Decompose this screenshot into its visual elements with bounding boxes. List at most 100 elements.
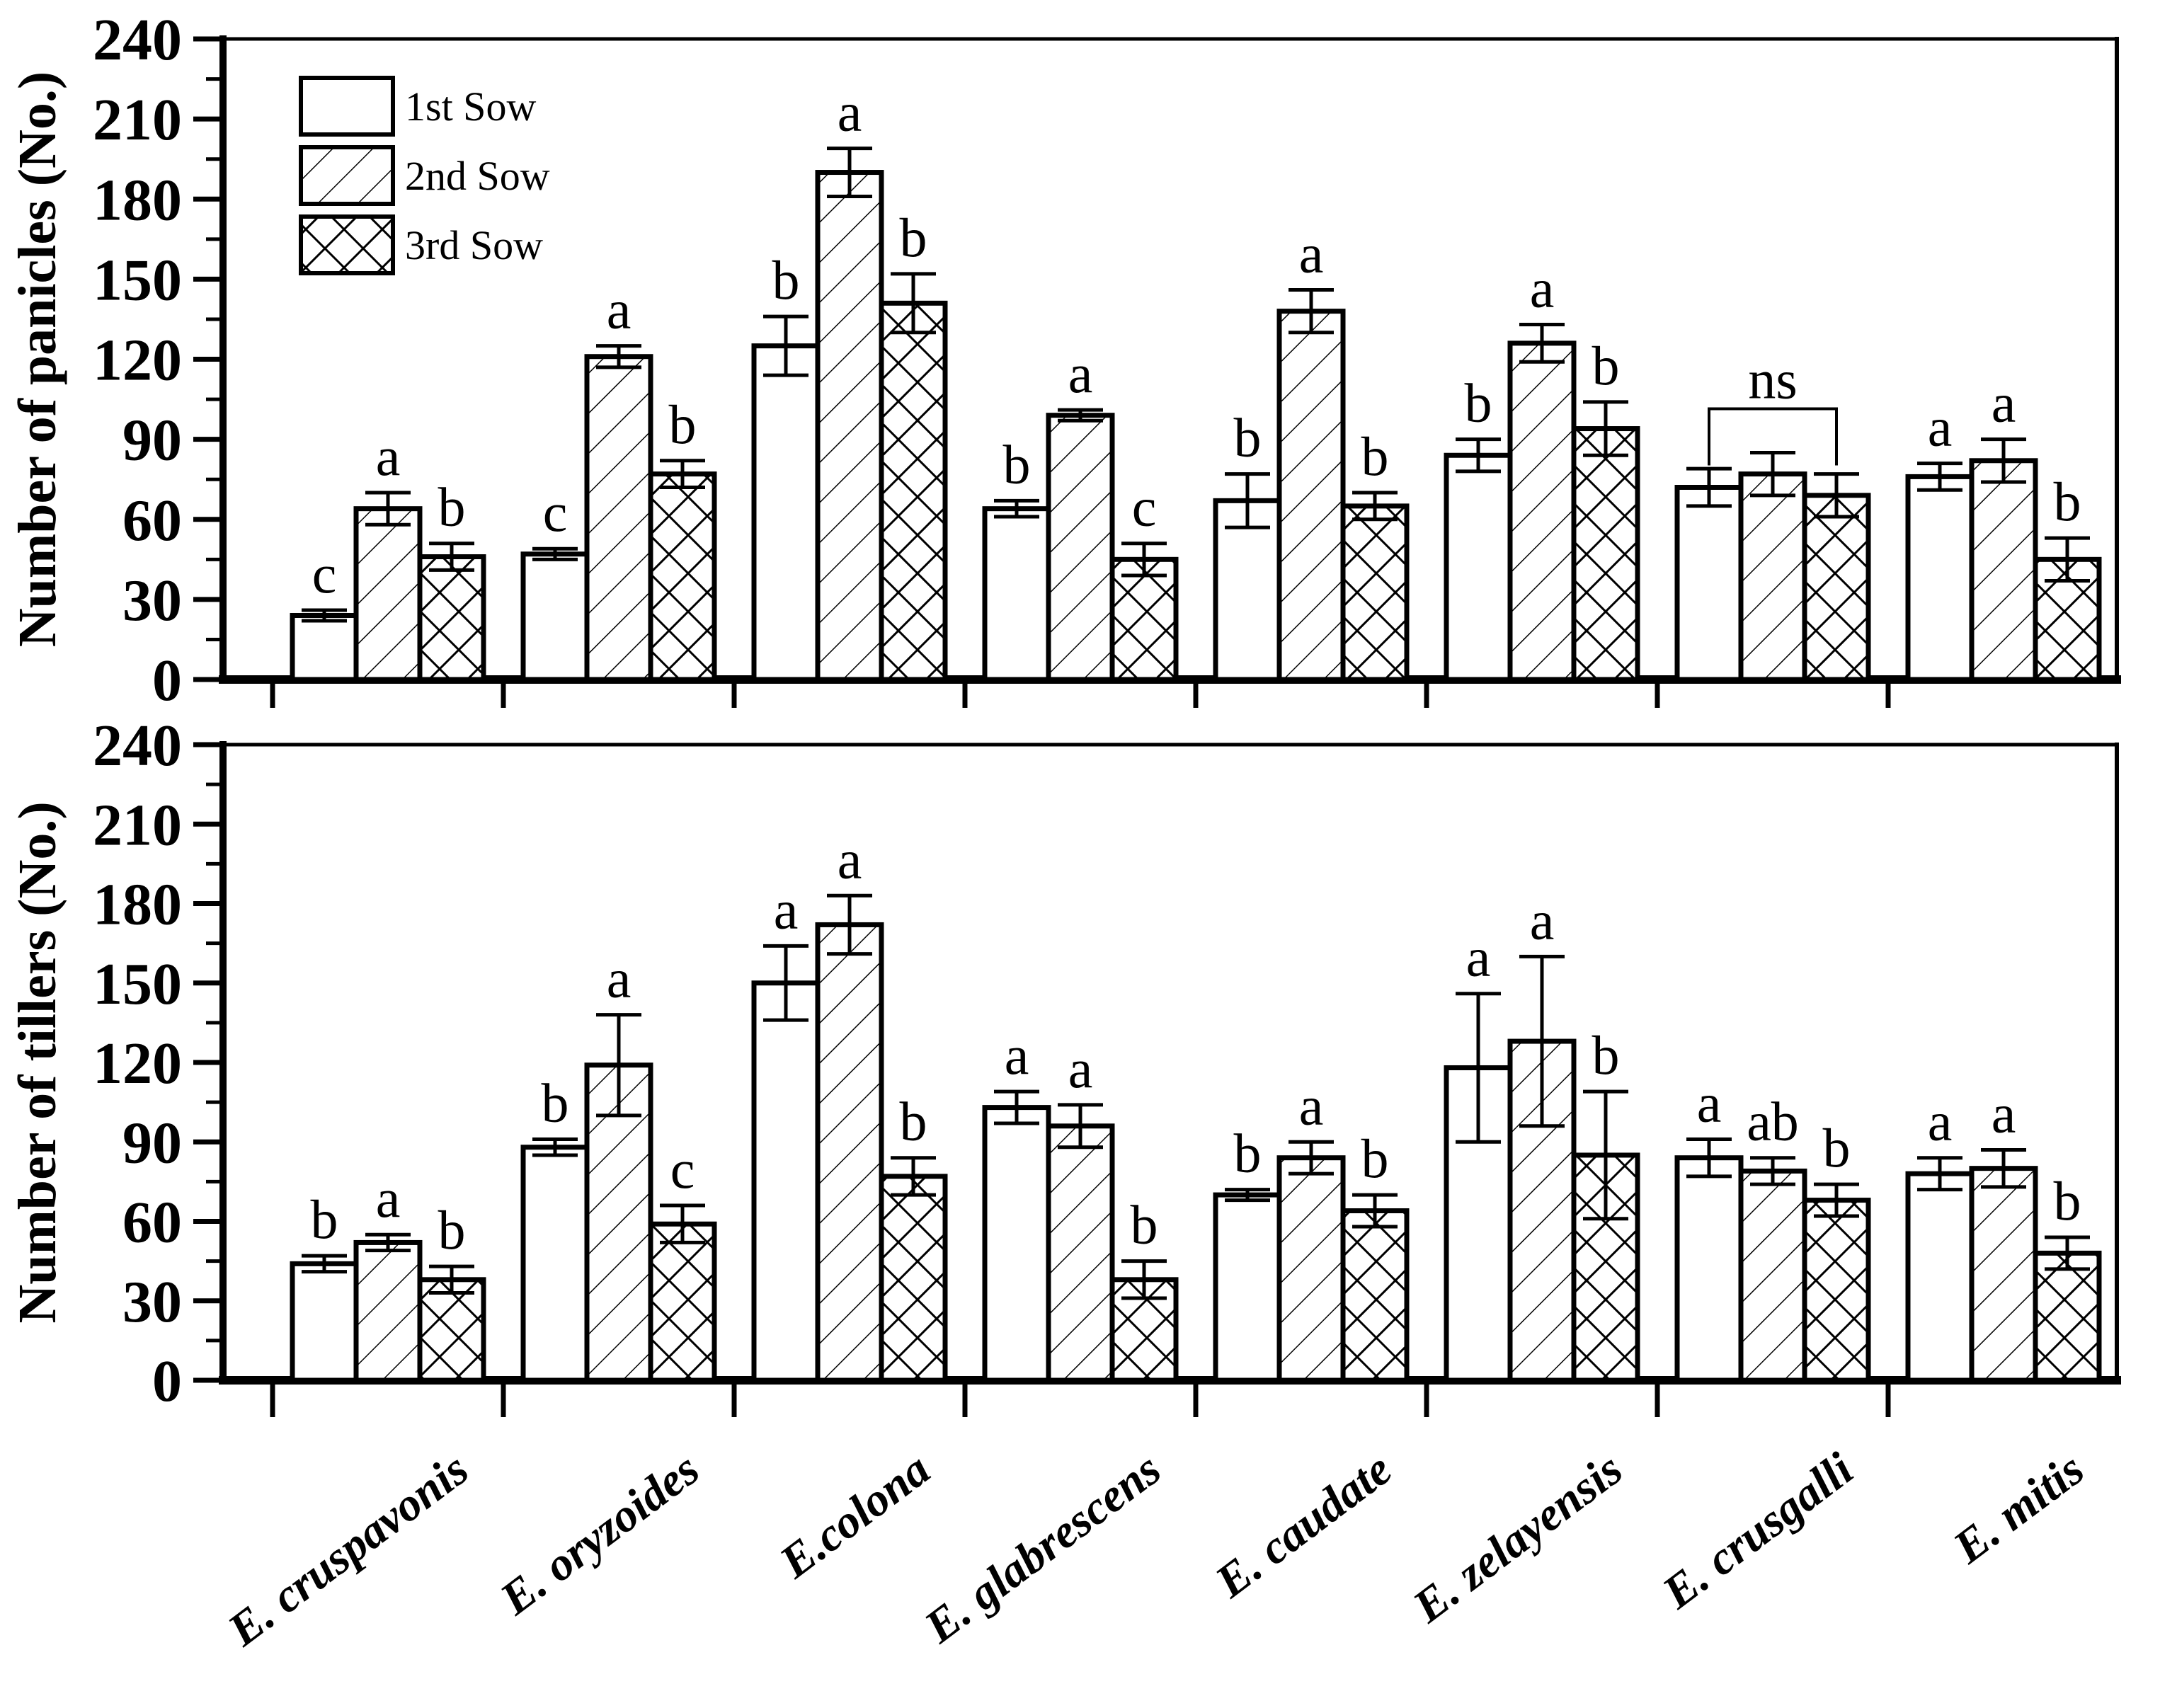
error-bar-3rd-sow-e-zelayensis [1583, 1089, 1628, 1221]
bar-1st-sow-e-glabrescens [982, 506, 1051, 682]
sig-letter-3rd-sow-e-cruspavonis: b [438, 476, 466, 538]
error-bar-1st-sow-e-cruspavonis [302, 608, 347, 623]
sig-letter-2nd-sow-e-oryzoides: a [607, 279, 632, 340]
error-bar-1st-sow-e-glabrescens [994, 1089, 1039, 1125]
bar-2nd-sow-e-cruspavonis [353, 506, 423, 682]
sig-letter-2nd-sow-e-cruspavonis: a [376, 1167, 401, 1229]
error-bar-2nd-sow-e-mitis [1981, 437, 2026, 484]
error-bar-3rd-sow-e-zelayensis [1583, 400, 1628, 457]
error-bar-2nd-sow-e-cruspavonis [365, 1232, 411, 1253]
sig-letter-1st-sow-e-glabrescens: b [1003, 433, 1031, 495]
bar-2nd-sow-e-crusgalli [1738, 471, 1807, 682]
y-tick-label: 30 [122, 568, 182, 634]
sig-letter-3rd-sow-e-zelayensis: b [1592, 1024, 1620, 1086]
sig-letter-1st-sow-e-oryzoides: c [543, 481, 568, 543]
error-bar-1st-sow-e-oryzoides [532, 1137, 578, 1157]
error-bar-3rd-sow-e-oryzoides [660, 1203, 705, 1244]
sig-letter-3rd-sow-e-colona: b [900, 1091, 927, 1152]
bar-1st-sow-e-mitis [1905, 474, 1975, 682]
sig-letter-2nd-sow-e-colona: a [838, 81, 862, 143]
bar-3rd-sow-e-oryzoides [648, 1221, 717, 1383]
y-tick-label: 180 [93, 167, 182, 233]
legend: 1st Sow 2nd Sow 3rd Sow [299, 76, 550, 275]
sig-letter-1st-sow-e-crusgalli: a [1697, 1072, 1722, 1134]
sig-letter-2nd-sow-e-crusgalli: ab [1747, 1091, 1799, 1152]
y-tick-label: 0 [152, 648, 182, 713]
bar-3rd-sow-e-crusgalli [1802, 1198, 1871, 1383]
sig-letter-3rd-sow-e-glabrescens: c [1132, 476, 1157, 538]
bar-2nd-sow-e-cruspavonis [353, 1239, 423, 1383]
bar-3rd-sow-e-cruspavonis [417, 554, 486, 682]
error-bar-3rd-sow-e-colona [891, 1156, 936, 1197]
bar-3rd-sow-e-cruspavonis [417, 1277, 486, 1383]
ns-label: ns [1748, 348, 1797, 410]
y-tick-label: 240 [93, 7, 182, 73]
bar-3rd-sow-e-glabrescens [1109, 556, 1179, 682]
error-bar-1st-sow-e-colona [763, 314, 808, 377]
sig-letter-1st-sow-e-colona: b [772, 249, 800, 311]
bar-1st-sow-e-cruspavonis [290, 1261, 359, 1383]
y-tick-label: 90 [122, 408, 182, 474]
error-bar-2nd-sow-e-caudate [1289, 1140, 1334, 1176]
sig-letter-2nd-sow-e-zelayensis: a [1530, 257, 1555, 319]
sig-letter-3rd-sow-e-mitis: b [2054, 1170, 2081, 1232]
bar-3rd-sow-e-crusgalli [1802, 493, 1871, 682]
bar-1st-sow-e-caudate [1213, 1192, 1282, 1383]
sig-letter-3rd-sow-e-mitis: b [2054, 471, 2081, 532]
bar-2nd-sow-e-caudate [1276, 1155, 1346, 1383]
error-bar-2nd-sow-e-glabrescens [1058, 408, 1103, 423]
ns-bracket [1708, 407, 1838, 466]
bar-1st-sow-e-crusgalli [1674, 1155, 1744, 1383]
sig-letter-1st-sow-e-mitis: a [1928, 396, 1953, 458]
error-bar-2nd-sow-e-cruspavonis [365, 491, 411, 527]
error-bar-1st-sow-e-crusgalli [1686, 466, 1732, 508]
y-tick-label: 180 [93, 872, 182, 938]
bar-1st-sow-e-oryzoides [520, 1145, 590, 1383]
bar-1st-sow-e-colona [751, 343, 821, 682]
error-bar-3rd-sow-e-caudate [1352, 491, 1398, 522]
species-label-e-oryzoides: E. oryzoides [491, 1443, 709, 1626]
error-bar-3rd-sow-e-cruspavonis [429, 1264, 474, 1295]
error-bar-1st-sow-e-oryzoides [532, 546, 578, 561]
error-bar-1st-sow-e-crusgalli [1686, 1137, 1732, 1179]
bar-1st-sow-e-mitis [1905, 1171, 1975, 1383]
error-bar-2nd-sow-e-caudate [1289, 287, 1334, 335]
error-bar-3rd-sow-e-crusgalli [1814, 472, 1859, 519]
sig-letter-1st-sow-e-oryzoides: b [542, 1072, 569, 1134]
species-label-e-crusgalli: E. crusgalli [1652, 1443, 1863, 1619]
legend-label-1st-sow: 1st Sow [405, 84, 536, 130]
sig-letter-2nd-sow-e-caudate: a [1299, 222, 1324, 284]
bar-1st-sow-e-crusgalli [1674, 485, 1744, 682]
error-bar-1st-sow-e-caudate [1225, 472, 1270, 529]
error-bar-2nd-sow-e-crusgalli [1750, 450, 1795, 498]
error-bar-1st-sow-e-mitis [1917, 1156, 1962, 1192]
error-bar-2nd-sow-e-colona [827, 893, 872, 956]
sig-letter-2nd-sow-e-glabrescens: a [1068, 1038, 1093, 1099]
y-tick-label: 150 [93, 951, 182, 1017]
error-bar-2nd-sow-e-colona [827, 147, 872, 198]
sig-letter-2nd-sow-e-cruspavonis: a [376, 425, 401, 487]
y-tick-label: 0 [152, 1348, 182, 1414]
y-tick-label: 210 [93, 87, 182, 153]
sig-letter-1st-sow-e-colona: a [774, 878, 799, 940]
error-bar-1st-sow-e-cruspavonis [302, 1254, 347, 1274]
y-tick-label: 120 [93, 328, 182, 394]
error-bar-3rd-sow-e-mitis [2045, 1235, 2090, 1271]
bar-1st-sow-e-glabrescens [982, 1105, 1051, 1383]
error-bar-3rd-sow-e-oryzoides [660, 459, 705, 489]
species-label-e-cruspavonis: E. cruspavonis [218, 1443, 478, 1657]
bar-3rd-sow-e-zelayensis [1571, 426, 1640, 682]
sig-letter-2nd-sow-e-oryzoides: a [607, 948, 632, 1009]
bar-2nd-sow-e-mitis [1969, 458, 2038, 682]
sig-letter-1st-sow-e-mitis: a [1928, 1091, 1953, 1152]
error-bar-1st-sow-e-mitis [1917, 462, 1962, 492]
y-tick-label: 150 [93, 247, 182, 313]
species-label-e-glabrescens: E. glabrescens [915, 1443, 1170, 1653]
bar-2nd-sow-e-glabrescens [1046, 1123, 1115, 1383]
sig-letter-3rd-sow-e-cruspavonis: b [438, 1199, 466, 1261]
bar-3rd-sow-e-mitis [2033, 1250, 2102, 1383]
error-bar-2nd-sow-e-oryzoides [596, 1013, 641, 1118]
error-bar-1st-sow-e-zelayensis [1456, 992, 1501, 1144]
